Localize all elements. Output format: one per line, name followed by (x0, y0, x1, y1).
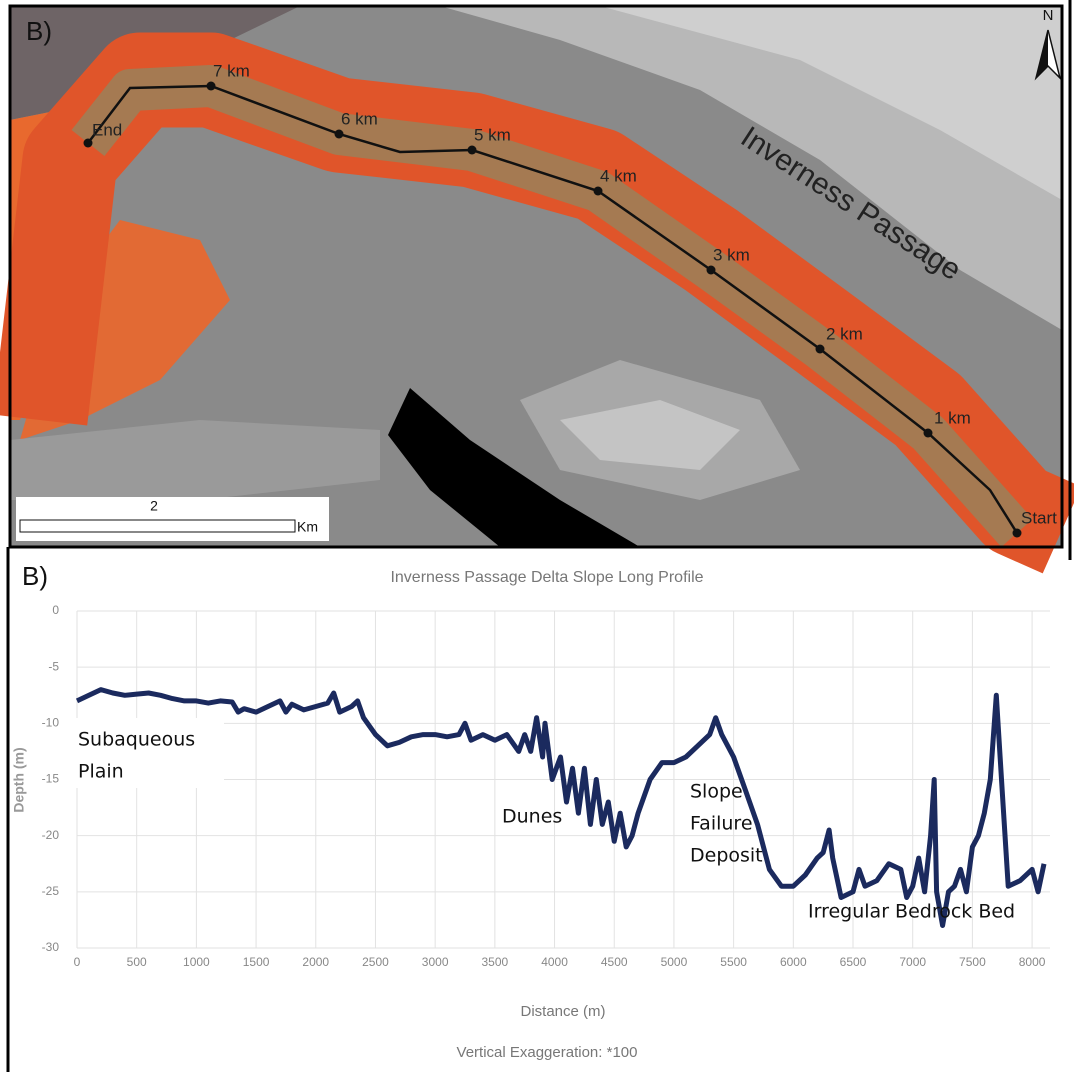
x-tick-label: 4000 (541, 955, 568, 969)
marker-dot (924, 429, 933, 438)
y-tick-label: -10 (42, 716, 60, 730)
x-axis-label: Distance (m) (520, 1003, 605, 1020)
x-tick-label: 0 (74, 955, 81, 969)
marker-label: 7 km (213, 61, 250, 80)
scale-unit: Km (297, 519, 318, 535)
chart-title: Inverness Passage Delta Slope Long Profi… (390, 569, 703, 586)
annotation: Irregular Bedrock Bed (808, 901, 1015, 923)
annotation: Subaqueous (78, 729, 195, 751)
y-tick-label: 0 (52, 603, 59, 617)
north-label: N (1043, 7, 1054, 24)
annotation: Dunes (502, 806, 562, 828)
y-tick-label: -25 (42, 884, 60, 898)
y-tick-label: -5 (48, 659, 59, 673)
scale-box (16, 497, 329, 541)
y-tick-label: -30 (42, 940, 60, 954)
y-axis-label: Depth (m) (11, 747, 27, 812)
caption: Vertical Exaggeration: *100 (457, 1044, 638, 1061)
marker-dot (816, 345, 825, 354)
annotation: Plain (78, 761, 124, 783)
x-tick-label: 3000 (422, 955, 449, 969)
marker-dot (335, 130, 344, 139)
x-tick-label: 500 (127, 955, 147, 969)
marker-label: 4 km (600, 166, 637, 185)
marker-dot (84, 139, 93, 148)
x-tick-label: 1000 (183, 955, 210, 969)
x-tick-label: 6500 (840, 955, 867, 969)
x-tick-label: 7500 (959, 955, 986, 969)
x-tick-label: 4500 (601, 955, 628, 969)
x-tick-label: 5000 (661, 955, 688, 969)
annotation: Slope (690, 781, 743, 803)
annotation: Deposit (690, 845, 763, 867)
panel-label: B) (22, 561, 48, 591)
marker-label: End (92, 120, 122, 139)
scale-value: 2 (150, 498, 158, 514)
scale-bar (20, 520, 295, 532)
marker-dot (207, 82, 216, 91)
x-tick-label: 2500 (362, 955, 389, 969)
marker-dot (1013, 529, 1022, 538)
x-tick-label: 2000 (302, 955, 329, 969)
annotation: Failure (690, 813, 753, 835)
x-tick-label: 7000 (899, 955, 926, 969)
marker-label: 1 km (934, 408, 971, 427)
marker-dot (594, 187, 603, 196)
map-label: B) (26, 16, 52, 46)
y-tick-label: -15 (42, 772, 60, 786)
marker-dot (468, 146, 477, 155)
marker-label: 6 km (341, 109, 378, 128)
figure: End7 km6 km5 km4 km3 km2 km1 kmStart B) … (0, 0, 1074, 1072)
marker-label: 3 km (713, 245, 750, 264)
x-tick-label: 1500 (243, 955, 270, 969)
marker-label: Start (1021, 508, 1057, 527)
y-tick-label: -20 (42, 828, 60, 842)
x-tick-label: 8000 (1019, 955, 1046, 969)
marker-dot (707, 266, 716, 275)
x-tick-label: 3500 (482, 955, 509, 969)
x-tick-label: 5500 (720, 955, 747, 969)
marker-label: 2 km (826, 324, 863, 343)
marker-label: 5 km (474, 125, 511, 144)
x-tick-label: 6000 (780, 955, 807, 969)
